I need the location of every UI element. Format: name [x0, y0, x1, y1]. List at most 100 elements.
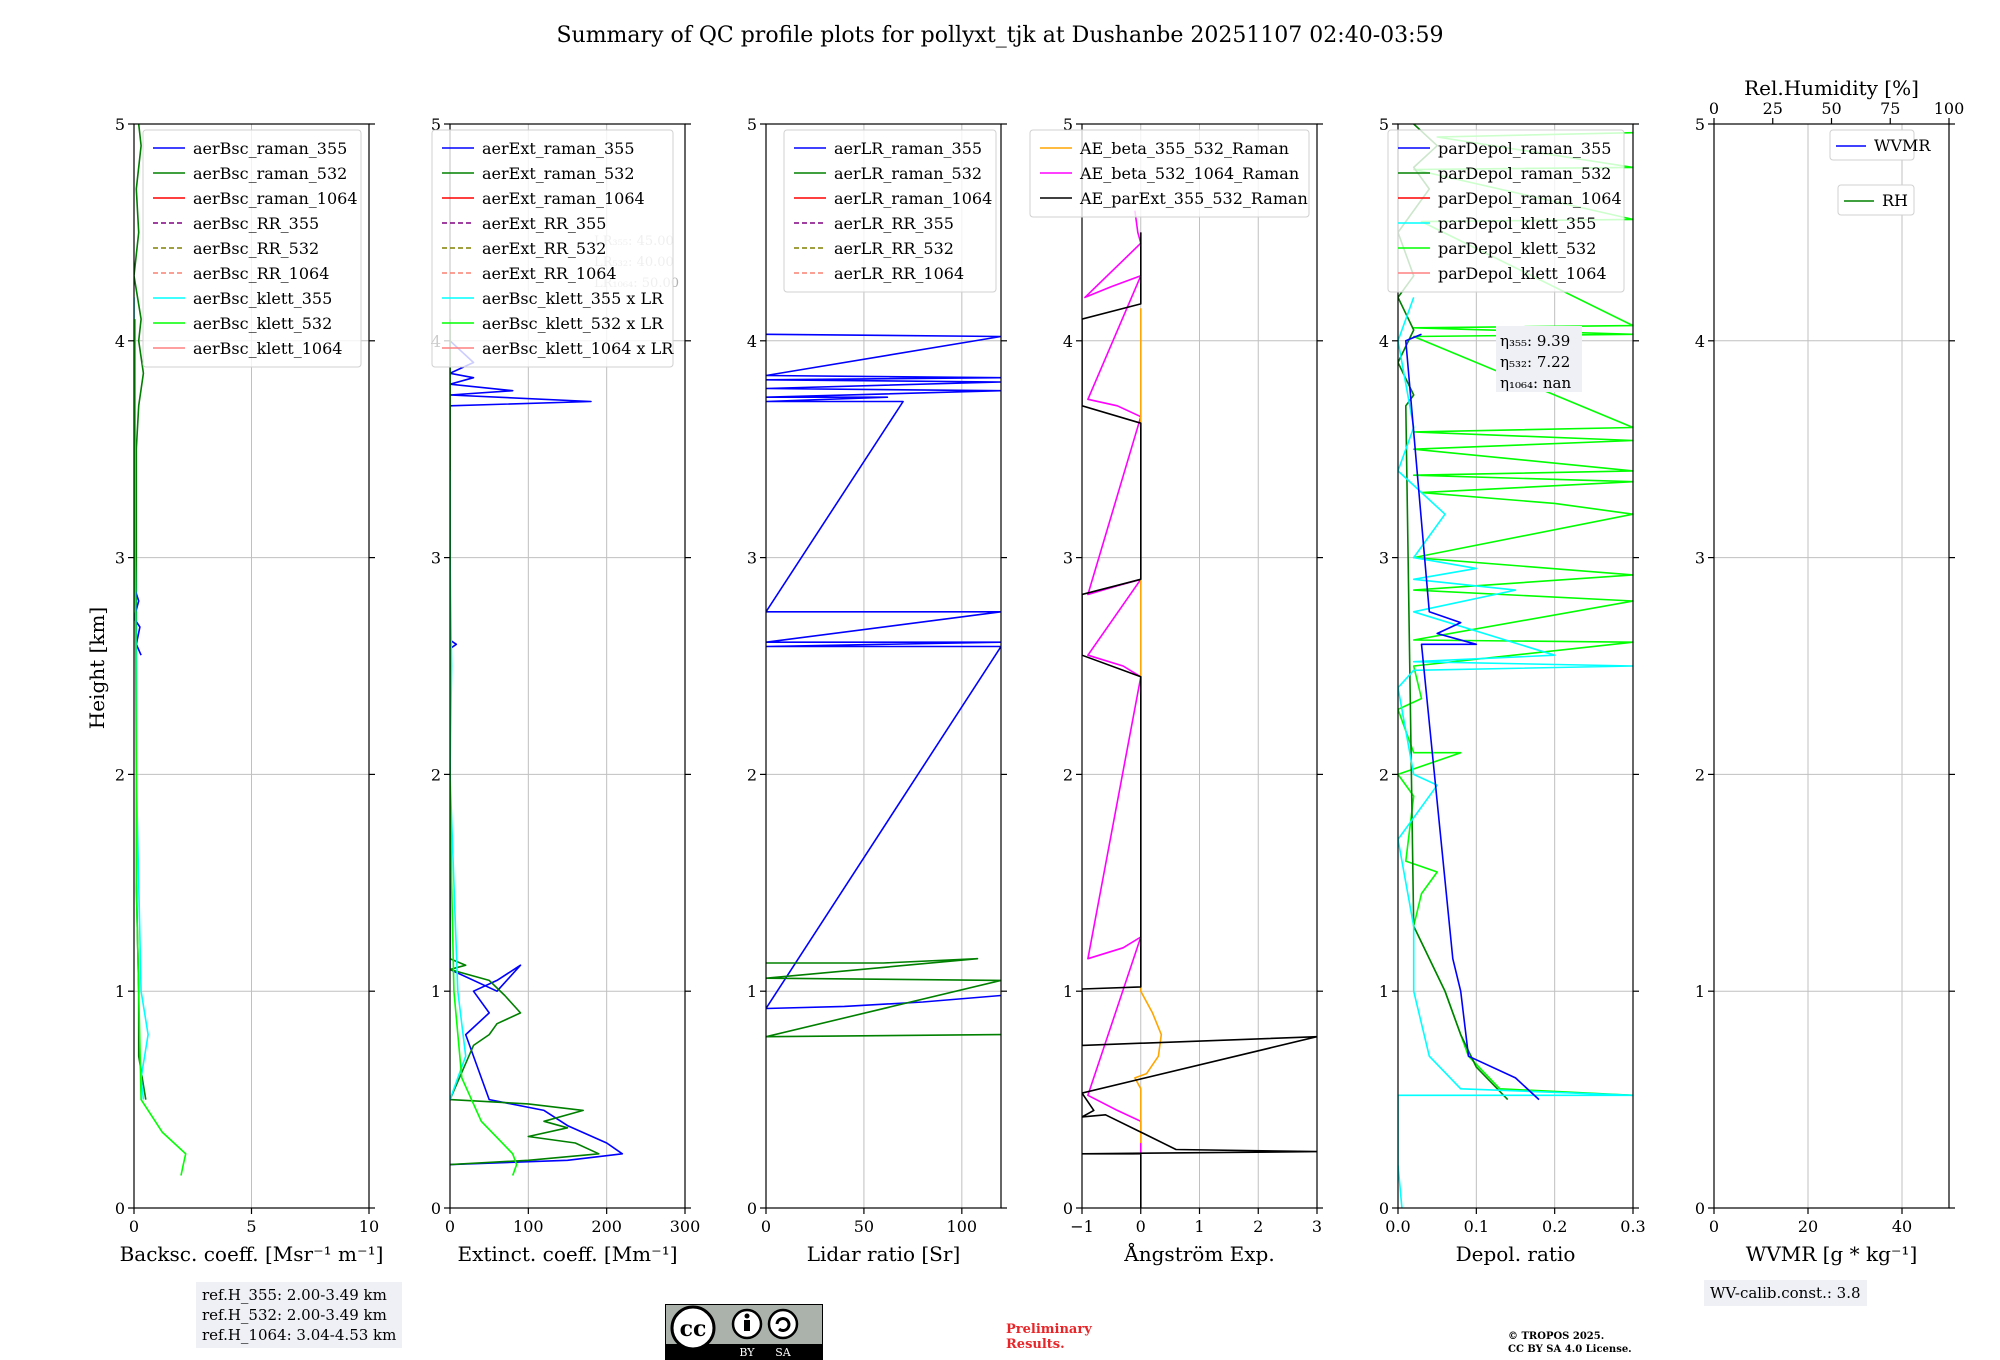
x-axis-label: Lidar ratio [Sr]	[807, 1242, 961, 1266]
series-line-aerBsc_raman_355	[134, 589, 142, 656]
legend-label: aerBsc_klett_1064	[193, 339, 342, 358]
ref-height-355: ref.H_355: 2.00-3.49 km	[202, 1286, 387, 1304]
ref-height-532: ref.H_532: 2.00-3.49 km	[202, 1306, 387, 1324]
legend-box	[142, 129, 362, 368]
axes-frame	[765, 123, 1002, 1209]
series-line-aerBsc_klett_532	[134, 319, 187, 1176]
axes-frame	[1397, 123, 1634, 1209]
axes-frame	[1713, 123, 1950, 1209]
x-tick-label: 1	[1194, 1217, 1204, 1236]
y-tick-label: 5	[1063, 115, 1073, 134]
y-tick-label: 5	[747, 115, 757, 134]
x-tick-label: 40	[1892, 1217, 1912, 1236]
annotation-text: η₁₀₆₄: nan	[1500, 374, 1571, 392]
y-tick-label: 1	[1695, 982, 1705, 1001]
y-tick-label: 1	[431, 982, 441, 1001]
x-tick-label: 0	[761, 1217, 771, 1236]
y-tick-label: 1	[1063, 982, 1073, 1001]
legend-label: aerLR_raman_355	[834, 139, 982, 158]
legend-label: parDepol_klett_532	[1438, 239, 1596, 258]
preliminary-line-2: Results.	[1006, 1337, 1065, 1352]
legend-label: aerBsc_raman_532	[193, 164, 347, 183]
legend-label: parDepol_raman_355	[1438, 139, 1611, 158]
legend-label: aerBsc_klett_355 x LR	[482, 289, 664, 308]
badge-sa-text: SA	[775, 1346, 792, 1359]
y-tick-label: 5	[1379, 115, 1389, 134]
y-tick-label: 4	[747, 332, 757, 351]
legend-box	[1837, 184, 1915, 216]
series-line-AE_beta_355_532_Raman	[1134, 308, 1163, 1143]
y-tick-label: 2	[1379, 765, 1389, 784]
series-group	[450, 319, 624, 1176]
y-tick-label: 3	[115, 549, 125, 568]
legend-box	[1387, 129, 1625, 293]
legend-label: aerLR_raman_1064	[834, 189, 992, 208]
legend-label: parDepol_klett_1064	[1438, 264, 1607, 283]
legend-label: aerBsc_RR_355	[193, 214, 319, 233]
legend-label: parDepol_klett_355	[1438, 214, 1596, 233]
top-axis-label: Rel.Humidity [%]	[1744, 76, 1919, 100]
axes-frame	[449, 123, 686, 1209]
legend: aerExt_raman_355 aerExt_raman_532 aerExt_r…	[431, 129, 674, 368]
y-axis-label: Height [km]	[85, 607, 109, 729]
y-tick-label: 2	[1063, 765, 1073, 784]
x-axis-label: Extinct. coeff. [Mm⁻¹]	[457, 1242, 677, 1266]
y-tick-label: 0	[1063, 1199, 1073, 1218]
legend-box	[431, 129, 674, 368]
x-tick-label: 300	[670, 1217, 701, 1236]
legend-label: aerBsc_raman_355	[193, 139, 347, 158]
copyright-note: © TROPOS 2025. CC BY SA 4.0 License.	[1508, 1330, 1632, 1356]
y-tick-label: 1	[1379, 982, 1389, 1001]
y-tick-label: 3	[747, 549, 757, 568]
legend: aerBsc_raman_355 aerBsc_raman_532 aerBsc_r…	[142, 129, 362, 368]
y-tick-label: 4	[1379, 332, 1389, 351]
preliminary-results-note: Preliminary Results.	[1006, 1322, 1092, 1352]
svg-text:cc: cc	[680, 1316, 707, 1342]
panel-lr: 0 50 100 0 1 2 3 4 5 Lidar ratio [Sr] aerLR_raman_…	[747, 115, 1007, 1266]
series-line-aerBsc_klett_355 x LR	[450, 470, 467, 1100]
panel-ext: 0100200300012345Extinct. coeff. [Mm⁻¹]LR…	[431, 115, 700, 1266]
y-tick-label: 1	[115, 982, 125, 1001]
series-line-parDepol_raman_355	[1405, 333, 1540, 1101]
copyright-line-2: CC BY SA 4.0 License.	[1508, 1344, 1632, 1355]
x-axis-label: WVMR [g * kg⁻¹]	[1746, 1242, 1918, 1266]
y-tick-label: 3	[1695, 549, 1705, 568]
x-tick-label: 2	[1253, 1217, 1263, 1236]
top-tick-label: 0	[1709, 99, 1719, 118]
preliminary-line-1: Preliminary	[1006, 1322, 1092, 1337]
y-tick-label: 0	[1695, 1199, 1705, 1218]
legend-label: aerBsc_klett_532 x LR	[482, 314, 664, 333]
top-tick-label: 100	[1934, 99, 1965, 118]
y-tick-label: 0	[431, 1199, 441, 1218]
x-tick-label: 0.2	[1542, 1217, 1567, 1236]
y-tick-label: 2	[1695, 765, 1705, 784]
y-tick-label: 0	[747, 1199, 757, 1218]
legend-label: WVMR	[1874, 136, 1931, 155]
y-tick-label: 4	[1695, 332, 1705, 351]
top-tick-label: 50	[1821, 99, 1841, 118]
legend-label: aerExt_raman_1064	[482, 189, 645, 208]
badge-by-text: BY	[739, 1346, 755, 1359]
legend-label: aerLR_RR_1064	[834, 264, 964, 283]
y-tick-label: 5	[1695, 115, 1705, 134]
y-tick-label: 1	[747, 982, 757, 1001]
legend-label: parDepol_raman_532	[1438, 164, 1611, 183]
x-tick-label: 0.1	[1464, 1217, 1489, 1236]
x-tick-label: 0	[129, 1217, 139, 1236]
x-axis-label: Ångström Exp.	[1123, 1241, 1274, 1266]
y-tick-label: 0	[115, 1199, 125, 1218]
cc-by-sa-license-badge: cc BY SA	[665, 1304, 823, 1360]
y-tick-label: 3	[431, 549, 441, 568]
annotation-box	[1496, 326, 1582, 392]
y-tick-label: 2	[747, 765, 757, 784]
x-tick-label: 100	[947, 1217, 978, 1236]
series-line-aerExt_raman_532	[450, 330, 600, 1166]
series-line-aerLR_raman_355	[766, 333, 1001, 1010]
x-tick-label: 0.0	[1385, 1217, 1410, 1236]
legend-label: aerBsc_RR_1064	[193, 264, 329, 283]
series-group	[1082, 210, 1317, 1208]
legend-label: aerLR_RR_355	[834, 214, 954, 233]
legend-label: aerBsc_klett_1064 x LR	[482, 339, 674, 358]
legend-box	[783, 129, 997, 293]
ref-height-box: ref.H_355: 2.00-3.49 km ref.H_532: 2.00-…	[196, 1282, 403, 1348]
